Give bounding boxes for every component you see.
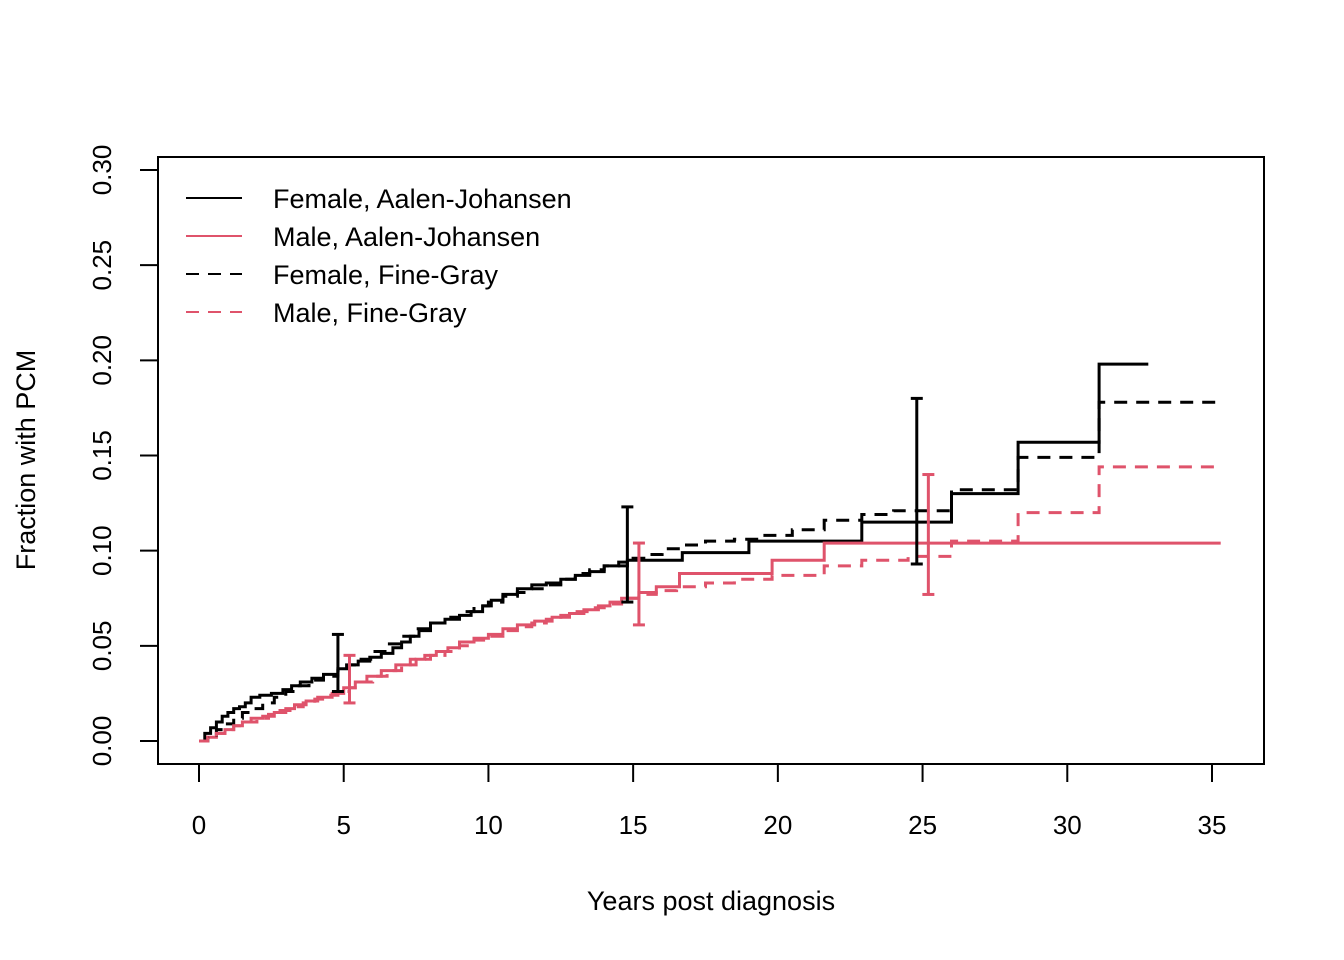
y-axis: 0.00 0.05 0.10 0.15 0.20 0.25 0.30 (87, 145, 159, 767)
y-tick-label: 0.15 (87, 430, 117, 481)
y-tick-label: 0.20 (87, 335, 117, 386)
legend-label-3: Female, Fine-Gray (273, 260, 499, 290)
legend-label-1: Female, Aalen-Johansen (273, 184, 572, 214)
series-line-1 (199, 362, 1149, 743)
error-bar-layer (331, 396, 935, 705)
series-layer (199, 362, 1221, 743)
legend: Female, Aalen-Johansen Male, Aalen-Johans… (186, 184, 572, 328)
x-tick-label: 30 (1053, 810, 1082, 840)
y-tick-label: 0.00 (87, 716, 117, 767)
error-bar-1 (331, 632, 344, 694)
legend-label-4: Male, Fine-Gray (273, 298, 467, 328)
y-tick-label: 0.30 (87, 145, 117, 196)
x-tick-label: 5 (336, 810, 350, 840)
x-tick-label: 10 (474, 810, 503, 840)
series-line-4 (199, 465, 1221, 743)
x-tick-label: 35 (1198, 810, 1227, 840)
error-bar-6 (922, 473, 935, 596)
error-bar-2 (343, 653, 356, 705)
error-bar-3 (621, 505, 634, 604)
legend-label-2: Male, Aalen-Johansen (273, 222, 540, 252)
y-tick-label: 0.25 (87, 240, 117, 291)
x-tick-label: 25 (908, 810, 937, 840)
y-tick-label: 0.10 (87, 525, 117, 576)
x-axis-title: Years post diagnosis (587, 886, 835, 916)
x-tick-label: 0 (192, 810, 206, 840)
error-bar-4 (632, 541, 645, 627)
x-axis: 0 5 10 15 20 25 30 35 (192, 763, 1227, 840)
error-bar-5 (910, 396, 923, 566)
series-line-3 (199, 400, 1221, 743)
y-axis-title: Fraction with PCM (11, 350, 41, 571)
x-tick-label: 15 (619, 810, 648, 840)
y-tick-label: 0.05 (87, 621, 117, 672)
series-line-2 (199, 541, 1221, 743)
x-tick-label: 20 (763, 810, 792, 840)
